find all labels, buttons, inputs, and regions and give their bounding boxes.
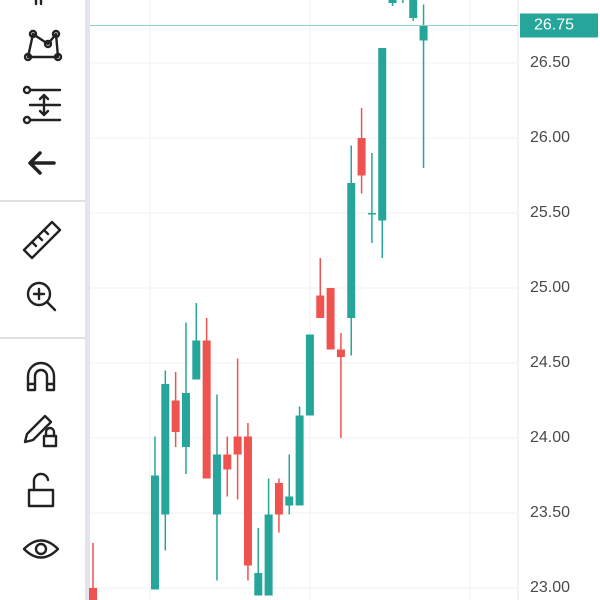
candle-body [326, 288, 335, 350]
candle-body [161, 384, 170, 515]
back-tool[interactable] [28, 151, 56, 175]
candle-body [223, 454, 232, 470]
candle-body [347, 183, 356, 318]
candle-body [285, 496, 294, 506]
candle-body [316, 295, 325, 318]
candle-body [367, 213, 376, 215]
candle-body [264, 514, 273, 596]
magnet-tool[interactable] [26, 361, 56, 392]
toolbar [0, 0, 85, 600]
last-price-label: 26.75 [534, 17, 574, 34]
y-tick-label: 26.00 [530, 129, 570, 146]
last-price-badge [520, 13, 598, 38]
candle-body [254, 573, 263, 596]
candle-body [378, 48, 387, 221]
y-tick-label: 25.00 [530, 279, 570, 296]
candle-body [212, 454, 221, 515]
y-tick-label: 24.00 [530, 429, 570, 446]
candle-body [181, 393, 190, 447]
y-tick-label: 23.50 [530, 504, 570, 521]
candle-body [409, 0, 418, 18]
pattern-tool[interactable] [23, 29, 63, 62]
y-tick-label: 25.50 [530, 204, 570, 221]
candle-body [305, 334, 314, 416]
candle-body [419, 25, 428, 41]
visibility-tool[interactable] [22, 539, 60, 559]
candle-body [243, 436, 252, 566]
ruler-tool[interactable] [22, 220, 62, 260]
toolbar-border [85, 0, 90, 600]
y-tick-label: 23.00 [530, 579, 570, 596]
candle-body [274, 483, 283, 515]
candle-body [233, 436, 242, 455]
candle-body [150, 475, 159, 590]
candle-body [171, 400, 180, 432]
candle-body [202, 340, 211, 479]
y-tick-label: 26.50 [530, 54, 570, 71]
candle-body [89, 588, 97, 600]
measure-range-tool[interactable] [22, 85, 62, 125]
unlock-tool[interactable] [27, 472, 55, 508]
tool-partial[interactable] [34, 0, 43, 6]
lock-drawings-tool[interactable] [23, 414, 58, 448]
y-tick-label: 24.50 [530, 354, 570, 371]
candle-body [192, 340, 201, 380]
candle-body [357, 138, 366, 176]
zoom-tool[interactable] [26, 281, 57, 312]
candle-body [295, 415, 304, 506]
candle-body [336, 349, 345, 357]
candle-body [388, 0, 397, 3]
